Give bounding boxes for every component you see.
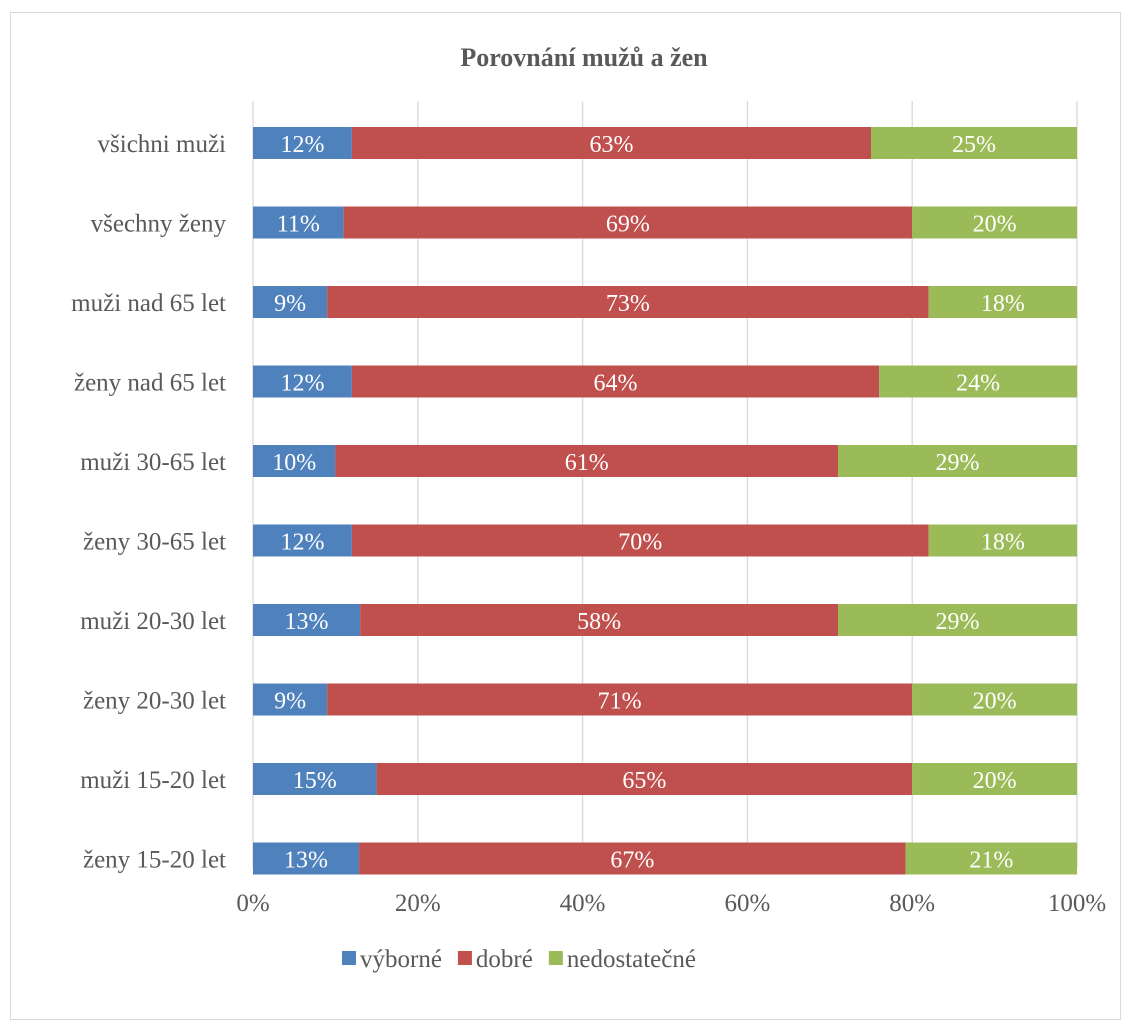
bar-segment: [376, 763, 913, 795]
bar-segment: [335, 445, 839, 477]
bar-segment: [253, 206, 344, 239]
bars-group: 12% 63% 25% 11% 69% 20% 9% 73% 18% 12% 64% 24% 10% 61…: [253, 127, 1077, 875]
bar-segment: [912, 683, 1077, 716]
data-label: 12%: [280, 132, 324, 158]
x-tick-label: 80%: [889, 890, 935, 917]
bar-segment: [928, 286, 1077, 318]
bar-segment: [343, 206, 913, 239]
bar-segment: [351, 524, 929, 557]
x-tick-label: 100%: [1048, 890, 1106, 917]
bar-segment: [871, 127, 1077, 159]
legend-label: nedostatečné: [567, 946, 696, 973]
category-label: ženy 20-30 let: [83, 688, 226, 715]
bar-segment: [253, 286, 328, 318]
bar-segment: [253, 127, 352, 159]
category-label: muži nad 65 let: [71, 290, 226, 317]
data-label: 9%: [274, 689, 306, 715]
data-label: 25%: [952, 132, 996, 158]
category-label: všechny ženy: [91, 211, 227, 238]
data-label: 20%: [973, 689, 1017, 715]
chart-title: Porovnání mužů a žen: [460, 43, 708, 72]
data-label: 18%: [981, 530, 1025, 556]
legend-swatch: [457, 951, 472, 965]
x-tick-label: 40%: [560, 890, 606, 917]
data-label: 20%: [973, 768, 1017, 794]
legend-label: dobré: [476, 946, 533, 973]
category-label: všichni muži: [98, 131, 227, 158]
bar-segment: [351, 127, 871, 159]
bar-segment: [351, 365, 880, 398]
x-tick-label: 0%: [236, 890, 269, 917]
data-label: 21%: [969, 848, 1013, 874]
category-label: muži 15-20 let: [80, 767, 226, 794]
data-label: 10%: [272, 450, 316, 476]
legend-label: výborné: [360, 946, 442, 973]
category-label: ženy 30-65 let: [83, 529, 226, 556]
data-label: 64%: [594, 371, 638, 397]
bar-segment: [253, 524, 352, 557]
bar-segment: [253, 604, 361, 636]
data-label: 71%: [598, 689, 642, 715]
data-label: 12%: [280, 371, 324, 397]
data-label: 15%: [293, 768, 337, 794]
data-label: 12%: [280, 530, 324, 556]
bar-segment: [253, 445, 336, 477]
bar-segment: [327, 286, 929, 318]
data-label: 58%: [577, 609, 621, 635]
data-label: 63%: [589, 132, 633, 158]
stacked-bar-chart: Porovnání mužů a žen 12% 63% 25% 11% 69% 20% 9…: [71, 43, 1106, 973]
value-axis: 0% 20% 40% 60% 80% 100%: [236, 890, 1106, 917]
data-label: 20%: [973, 212, 1017, 238]
category-label: muži 20-30 let: [80, 608, 226, 635]
category-label: muži 30-65 let: [80, 449, 226, 476]
bar-segment: [928, 524, 1077, 557]
bar-segment: [912, 763, 1077, 795]
chart-area: Porovnání mužů a žen 12% 63% 25% 11% 69% 20% 9…: [10, 12, 1121, 1020]
data-label: 70%: [618, 530, 662, 556]
category-label: ženy 15-20 let: [83, 847, 226, 874]
data-label: 67%: [610, 848, 654, 874]
legend-swatch: [342, 951, 356, 965]
bar-segment: [253, 763, 377, 795]
data-label: 9%: [274, 291, 306, 317]
bar-segment: [253, 842, 360, 875]
bar-segment: [905, 842, 1077, 875]
data-label: 61%: [565, 450, 609, 476]
data-label: 65%: [622, 768, 666, 794]
data-label: 18%: [981, 291, 1025, 317]
x-tick-label: 20%: [395, 890, 441, 917]
bar-segment: [253, 683, 328, 716]
legend-swatch: [548, 951, 563, 965]
data-label: 29%: [936, 450, 980, 476]
category-label: ženy nad 65 let: [74, 370, 226, 397]
bar-segment: [879, 365, 1077, 398]
legend: výborné dobré nedostatečné: [342, 946, 696, 973]
x-tick-label: 60%: [724, 890, 770, 917]
bar-segment: [327, 683, 913, 716]
data-label: 13%: [285, 609, 329, 635]
bar-segment: [253, 365, 352, 398]
data-label: 11%: [277, 212, 320, 238]
data-label: 24%: [956, 371, 1000, 397]
data-label: 29%: [936, 609, 980, 635]
bar-segment: [359, 842, 906, 875]
data-label: 73%: [606, 291, 650, 317]
data-label: 13%: [284, 848, 328, 874]
bar-segment: [838, 445, 1077, 477]
data-label: 69%: [606, 212, 650, 238]
category-axis: všichni muži všechny ženy muži nad 65 let ž…: [71, 131, 226, 874]
bar-segment: [360, 604, 839, 636]
bar-segment: [912, 206, 1077, 239]
bar-segment: [838, 604, 1077, 636]
